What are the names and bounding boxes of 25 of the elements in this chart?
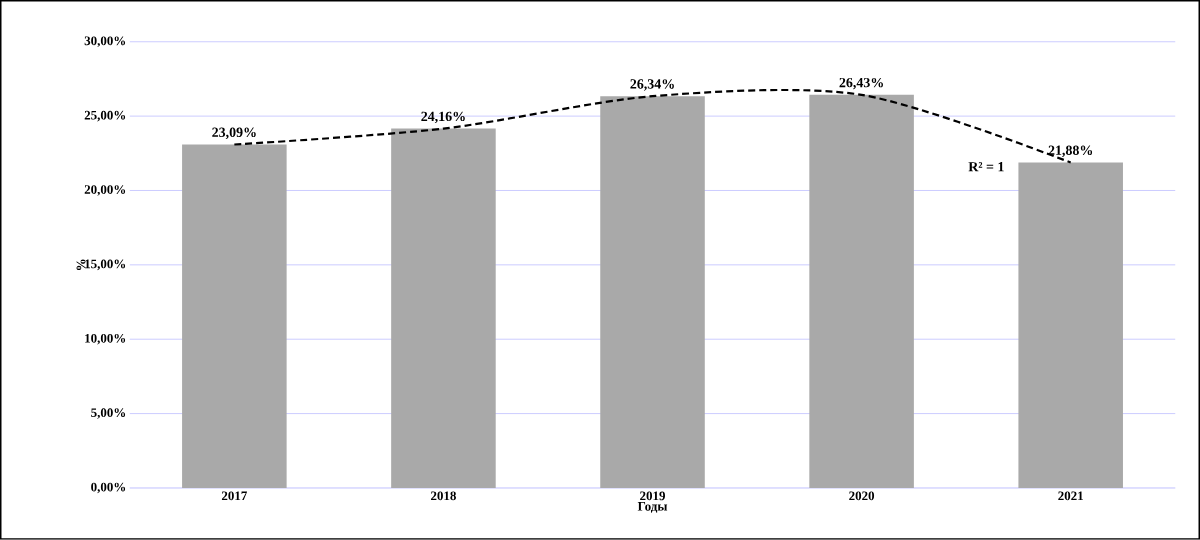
data-label: 26,43% bbox=[839, 78, 883, 90]
y-axis-title: % bbox=[76, 259, 86, 271]
bar bbox=[600, 96, 705, 489]
data-label: 26,34% bbox=[630, 79, 674, 91]
y-tick-label: 30,00% bbox=[84, 36, 126, 48]
y-tick-label: 0,00% bbox=[91, 482, 126, 494]
data-label: 24,16% bbox=[421, 111, 465, 124]
annotation: R² = 1 bbox=[968, 162, 1004, 172]
y-tick-label: 5,00% bbox=[91, 408, 126, 420]
x-axis-title: Годы bbox=[637, 502, 668, 513]
x-tick-label: 2017 bbox=[221, 491, 247, 501]
data-label: 21,88% bbox=[1048, 145, 1093, 158]
data-label: 23,09% bbox=[212, 127, 256, 140]
bar bbox=[391, 128, 496, 489]
bar bbox=[182, 144, 287, 489]
bar bbox=[1018, 162, 1123, 489]
y-tick-label: 10,00% bbox=[85, 334, 126, 345]
x-tick-label: 2019 bbox=[640, 491, 666, 501]
x-tick-label: 2020 bbox=[849, 491, 875, 501]
x-tick-label: 2021 bbox=[1058, 491, 1083, 501]
x-tick-label: 2018 bbox=[431, 491, 456, 501]
y-tick-label: 25,00% bbox=[84, 110, 126, 122]
bar bbox=[809, 94, 914, 489]
y-tick-label: 20,00% bbox=[84, 185, 126, 196]
y-tick-label: 15,00% bbox=[85, 259, 126, 271]
